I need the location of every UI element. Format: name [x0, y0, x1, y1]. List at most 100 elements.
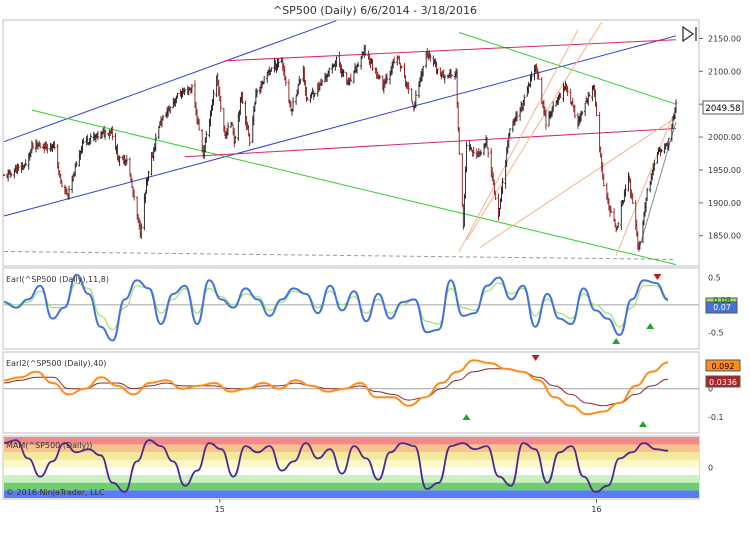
price-bar: [248, 133, 251, 147]
price-bar: [38, 142, 42, 149]
price-bar: [241, 91, 244, 104]
price-bar: [2, 173, 6, 177]
price-bar: [573, 104, 577, 119]
price-bar: [118, 155, 121, 167]
price-bar: [674, 99, 678, 113]
price-bar: [342, 69, 345, 77]
price-bar: [479, 149, 483, 156]
orange-parallel-4: [615, 107, 677, 256]
price-bar: [335, 56, 338, 68]
signal-markers: [462, 274, 662, 427]
price-bar: [22, 164, 25, 171]
price-axis-tick-label: 1900.00: [708, 199, 741, 208]
price-axis-tick-label: 1950.00: [708, 166, 741, 175]
earl-sell-marker: [653, 274, 662, 280]
price-bar: [58, 170, 61, 179]
earl-last-value-green: 0.08: [713, 296, 731, 305]
price-bar: [414, 90, 418, 109]
dashed-support-line: [3, 250, 677, 260]
price-bar: [667, 137, 670, 151]
gray-trend-line: [638, 121, 677, 250]
price-bar: [284, 75, 288, 86]
price-bar: [472, 146, 475, 156]
earl-buy-marker: [646, 323, 655, 329]
price-bar: [412, 106, 416, 112]
earl2-panel: [2, 351, 700, 434]
price-bar: [327, 67, 331, 77]
red-upper-line: [224, 39, 677, 62]
price-bar: [49, 143, 52, 152]
red-lower-line: [184, 128, 677, 158]
price-bar: [407, 81, 410, 94]
earl2-sell-marker: [531, 355, 540, 361]
price-series: [2, 44, 678, 252]
price-bar: [96, 130, 100, 141]
earl2-signal-line: [3, 368, 669, 407]
price-bar: [559, 93, 562, 99]
earl2-main-line: [3, 359, 669, 416]
earl-panel: [2, 267, 700, 350]
price-bar: [551, 101, 555, 113]
earl2-last-value-red: 0.0336: [709, 378, 737, 387]
price-bar: [75, 161, 78, 167]
price-bar: [645, 187, 649, 202]
price-bar: [609, 205, 613, 214]
price-bar: [89, 133, 92, 145]
earl2-axis-tick-label: 0: [708, 385, 713, 394]
mam-title: MAM(^SP500 (Daily)): [6, 441, 92, 450]
earl2-buy-marker: [462, 414, 471, 420]
green-channel-lower: [31, 109, 677, 266]
mam-band: [4, 459, 699, 468]
price-bar: [377, 73, 380, 80]
price-bar: [230, 121, 234, 125]
orange-parallel-1: [458, 29, 579, 252]
time-axis-tick-label: 15: [215, 505, 225, 514]
earl2-title: Earl2(^SP500 (Daily),40): [6, 359, 106, 368]
price-bar: [255, 88, 259, 98]
indicator-lines: [3, 273, 699, 493]
price-bar: [277, 58, 280, 68]
price-bar: [232, 127, 236, 148]
last-price-label: 2049.58: [705, 104, 740, 114]
price-bar: [631, 193, 634, 204]
price-bar: [616, 222, 620, 228]
price-bar: [486, 147, 490, 158]
earl-axis-tick-label: 0.5: [708, 273, 721, 282]
price-bar: [168, 106, 172, 114]
price-bar: [588, 92, 591, 97]
price-bar: [493, 179, 496, 195]
price-bar: [653, 159, 656, 171]
price-bar: [410, 88, 413, 102]
earl-axis-tick-label: -0.5: [708, 328, 724, 337]
price-bar: [411, 102, 414, 106]
mam-band: [4, 467, 699, 476]
price-bar: [234, 135, 237, 144]
price-axis-tick-label: 2000.00: [708, 133, 741, 142]
price-bar: [154, 133, 157, 152]
mam-bands: [4, 437, 699, 498]
mam-band: [4, 437, 699, 445]
price-bar: [383, 78, 387, 88]
price-bar: [259, 81, 263, 93]
price-bar: [103, 129, 107, 140]
price-bar: [24, 159, 27, 166]
price-bar: [443, 74, 446, 84]
price-bar: [53, 140, 56, 150]
price-bar: [313, 92, 316, 97]
scroll-to-end-icon[interactable]: [682, 25, 697, 43]
price-bar: [226, 122, 230, 136]
price-bar: [270, 67, 273, 72]
price-bar: [429, 53, 432, 62]
blue-channel-upper: [3, 20, 337, 143]
mam-band: [4, 475, 699, 483]
earl2-buy-marker: [638, 421, 647, 427]
price-bar: [364, 44, 367, 56]
price-bar: [59, 174, 62, 185]
price-axis-tick-label: 2150.00: [708, 34, 741, 43]
orange-parallel-2: [466, 21, 603, 241]
price-bar: [23, 163, 26, 168]
price-bar: [501, 177, 504, 195]
price-axis-tick-label: 1850.00: [708, 232, 741, 241]
price-bar: [371, 59, 374, 72]
price-bar: [320, 79, 324, 87]
